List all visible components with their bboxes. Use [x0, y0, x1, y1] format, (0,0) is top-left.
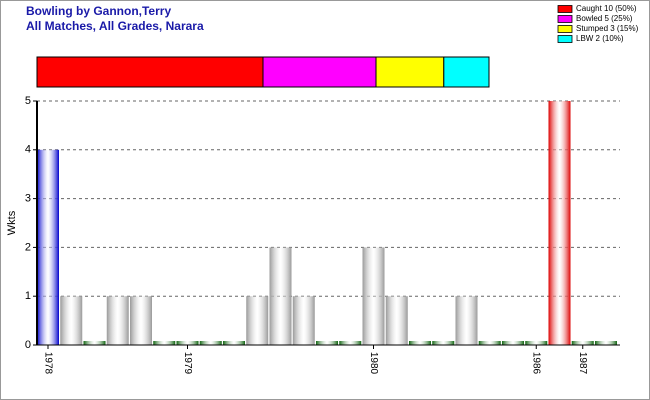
- bar: [502, 341, 524, 345]
- bar: [269, 247, 292, 345]
- bar: [339, 341, 362, 345]
- bar: [385, 296, 408, 345]
- y-tick-label: 4: [25, 144, 31, 156]
- bar: [571, 341, 594, 345]
- proportion-segment: [36, 56, 264, 88]
- x-tick-label: 1986: [531, 352, 542, 375]
- chart-subtitle: All Matches, All Grades, Narara: [26, 19, 204, 33]
- bar: [362, 247, 385, 345]
- bar: [37, 149, 59, 345]
- y-tick-label: 1: [25, 290, 31, 302]
- bar: [60, 296, 83, 345]
- bar: [409, 341, 431, 345]
- legend-swatch: [557, 15, 573, 23]
- bar: [478, 341, 501, 345]
- y-axis-label: Wkts: [6, 210, 18, 235]
- bar: [153, 341, 176, 345]
- bar: [176, 341, 199, 345]
- x-tick-label: 1979: [182, 352, 193, 375]
- chart-title: Bowling by Gannon,Terry: [26, 4, 171, 18]
- legend-label: Bowled 5 (25%): [576, 14, 633, 23]
- proportion-segment: [443, 56, 490, 88]
- bar: [432, 341, 455, 345]
- bar: [595, 341, 617, 345]
- bar: [223, 341, 245, 345]
- proportion-segment: [375, 56, 445, 88]
- bar: [455, 296, 478, 345]
- legend-label: Stumped 3 (15%): [576, 24, 639, 33]
- bar: [106, 296, 129, 345]
- bar: [199, 341, 222, 345]
- bar: [292, 296, 315, 345]
- legend-swatch: [557, 25, 573, 33]
- bar: [548, 101, 571, 345]
- x-tick-label: 1978: [42, 352, 53, 375]
- y-tick-label: 5: [25, 95, 31, 107]
- legend-swatch: [557, 35, 573, 43]
- legend-label: Caught 10 (50%): [576, 4, 637, 13]
- bar: [83, 341, 106, 345]
- bar: [130, 296, 152, 345]
- x-tick-label: 1987: [577, 352, 588, 375]
- legend-label: LBW 2 (10%): [576, 34, 624, 43]
- legend-swatch: [557, 5, 573, 13]
- y-tick-label: 2: [25, 241, 31, 253]
- bar: [246, 296, 269, 345]
- bar: [525, 341, 548, 345]
- y-tick-label: 3: [25, 193, 31, 205]
- proportion-segment: [262, 56, 377, 88]
- x-tick-label: 1980: [368, 352, 379, 375]
- y-tick-label: 0: [25, 339, 31, 351]
- bar: [316, 341, 338, 345]
